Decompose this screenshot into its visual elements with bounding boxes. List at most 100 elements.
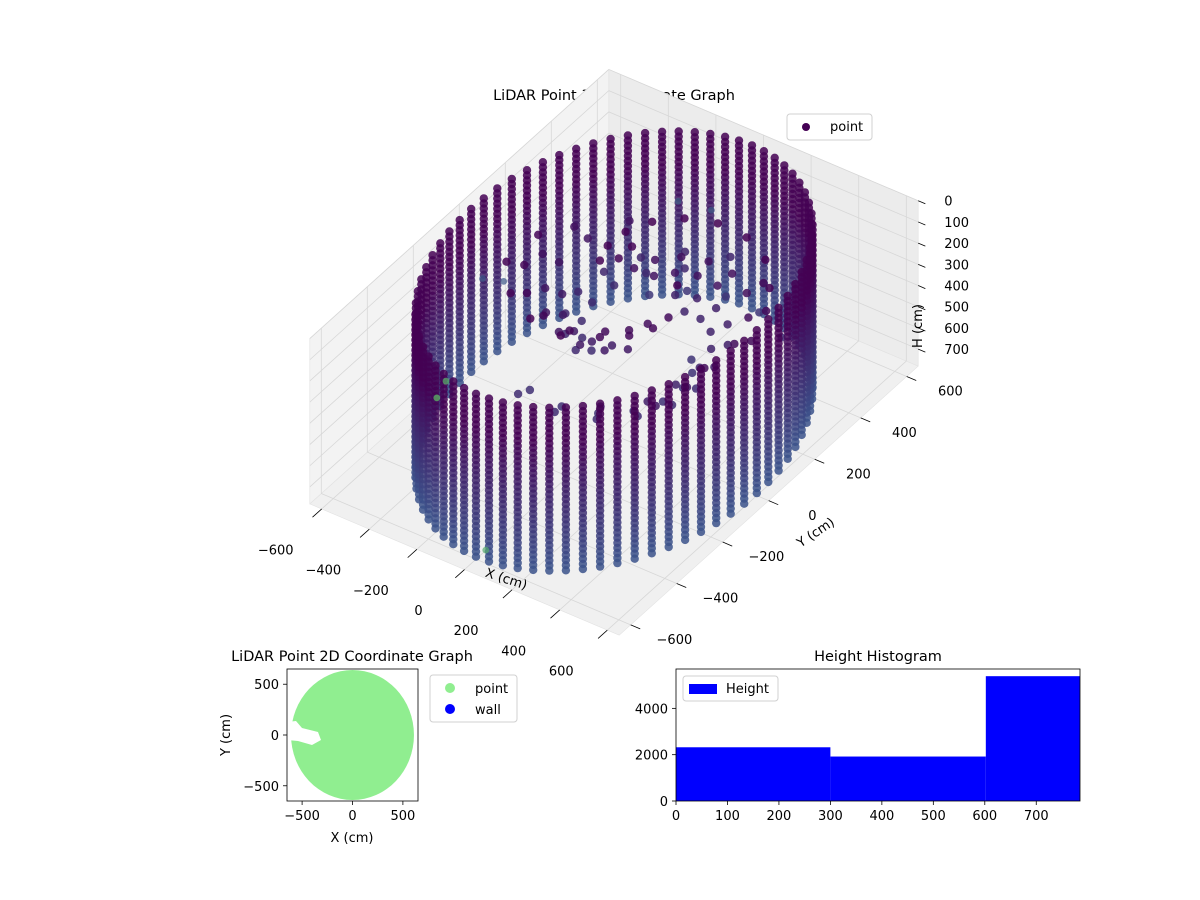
y-tick-3d [676, 583, 687, 588]
cloud-point [645, 290, 654, 300]
cloud-point [556, 331, 565, 340]
cloud-point [417, 275, 426, 284]
outlier-point [500, 278, 508, 285]
cloud-point [711, 304, 721, 313]
cloud-point [538, 158, 548, 167]
point-region [291, 670, 414, 800]
cloud-point [650, 255, 660, 265]
cloud-point [412, 321, 421, 330]
cloud-point [647, 386, 656, 395]
cloud-point [599, 267, 609, 276]
x-tick-3d [312, 508, 322, 518]
cloud-point [558, 310, 568, 320]
cloud-point [629, 264, 639, 273]
cloud-point [761, 255, 770, 264]
x-tick-3d [407, 549, 418, 558]
cloud-point [670, 268, 680, 277]
cloud-point [759, 147, 769, 156]
cloud-point [621, 227, 630, 236]
cloud-point [742, 233, 751, 242]
x-tick-3d [359, 528, 370, 538]
cloud-point [561, 403, 571, 412]
cloud-point [721, 292, 730, 301]
x-tick-label-2d: 500 [390, 809, 415, 824]
cloud-point [607, 341, 617, 350]
cloud-point [712, 356, 721, 365]
x-axis-label-2d: X (cm) [331, 831, 374, 846]
plot-2d: LiDAR Point 2D Coordinate Graph −500 0 500… [219, 649, 518, 846]
cloud-point [761, 306, 771, 316]
cloud-point [578, 401, 588, 411]
y-axis-label-2d: Y (cm) [219, 714, 234, 757]
cloud-point [418, 342, 428, 352]
cloud-point [706, 129, 715, 139]
cloud-point [664, 380, 673, 389]
cloud-point [692, 294, 702, 303]
grid-floor-y [505, 327, 815, 460]
y-tick-3d [860, 417, 871, 423]
x-tick-3d [502, 589, 513, 599]
cloud-point [522, 288, 532, 298]
cloud-point [555, 150, 564, 160]
histogram-bar-1 [830, 756, 986, 801]
z-tick-3d [918, 263, 926, 268]
cloud-point [625, 331, 634, 340]
cloud-point [727, 269, 737, 278]
x-tick-label-2d: 0 [348, 809, 356, 824]
y-tick-label-3d: 0 [808, 509, 816, 524]
cloud-point [696, 364, 706, 374]
z-tick-label-3d: 500 [944, 301, 969, 316]
z-axis-label-3d: H (cm) [911, 304, 926, 348]
cloud-point [774, 303, 783, 312]
cloud-point [603, 241, 612, 250]
cloud-point [583, 234, 592, 243]
cloud-point [680, 214, 689, 223]
cloud-point [439, 369, 448, 379]
x-tick-3d [597, 629, 608, 639]
cloud-point [804, 198, 814, 207]
y-tick-label-2d: −500 [243, 780, 279, 795]
z-tick-label-3d: 200 [944, 237, 969, 252]
cloud-point [770, 153, 779, 162]
cloud-point [422, 263, 431, 272]
cloud-point [680, 372, 690, 382]
y-tick-label-hist: 2000 [635, 749, 668, 764]
legend-marker-wall [445, 704, 455, 714]
cloud-point [578, 333, 587, 342]
cloud-point [610, 281, 619, 290]
cloud-point [734, 136, 744, 145]
cloud-point [730, 339, 739, 349]
cloud-point [587, 298, 597, 307]
cloud-point [575, 340, 585, 349]
cloud-point [445, 227, 454, 236]
cloud-point [600, 346, 609, 355]
cloud-point [545, 403, 554, 412]
cloud-point [664, 313, 673, 322]
cloud-point [541, 284, 550, 293]
cloud-point [780, 161, 789, 170]
cloud-point [808, 220, 817, 229]
legend-marker-height [689, 684, 717, 694]
cloud-point [759, 278, 768, 288]
legend-label-point: point [830, 120, 863, 135]
cloud-point [459, 383, 469, 393]
y-tick-label-2d: 0 [271, 729, 279, 744]
cloud-point [522, 166, 532, 175]
cloud-point [807, 232, 817, 241]
cloud-point [807, 209, 816, 218]
grid-left-z [309, 69, 610, 339]
cloud-point [493, 184, 502, 193]
cloud-point [411, 310, 420, 319]
legend-marker-point [802, 123, 810, 131]
cloud-point [554, 258, 564, 267]
cloud-point [558, 289, 567, 299]
grid-back-z [608, 69, 919, 202]
cloud-point [791, 279, 800, 289]
cloud-point [642, 268, 651, 278]
cloud-point [506, 289, 515, 298]
cloud-point [648, 324, 658, 333]
cloud-point [688, 368, 697, 378]
cloud-point [636, 253, 646, 262]
cloud-point [764, 315, 773, 324]
